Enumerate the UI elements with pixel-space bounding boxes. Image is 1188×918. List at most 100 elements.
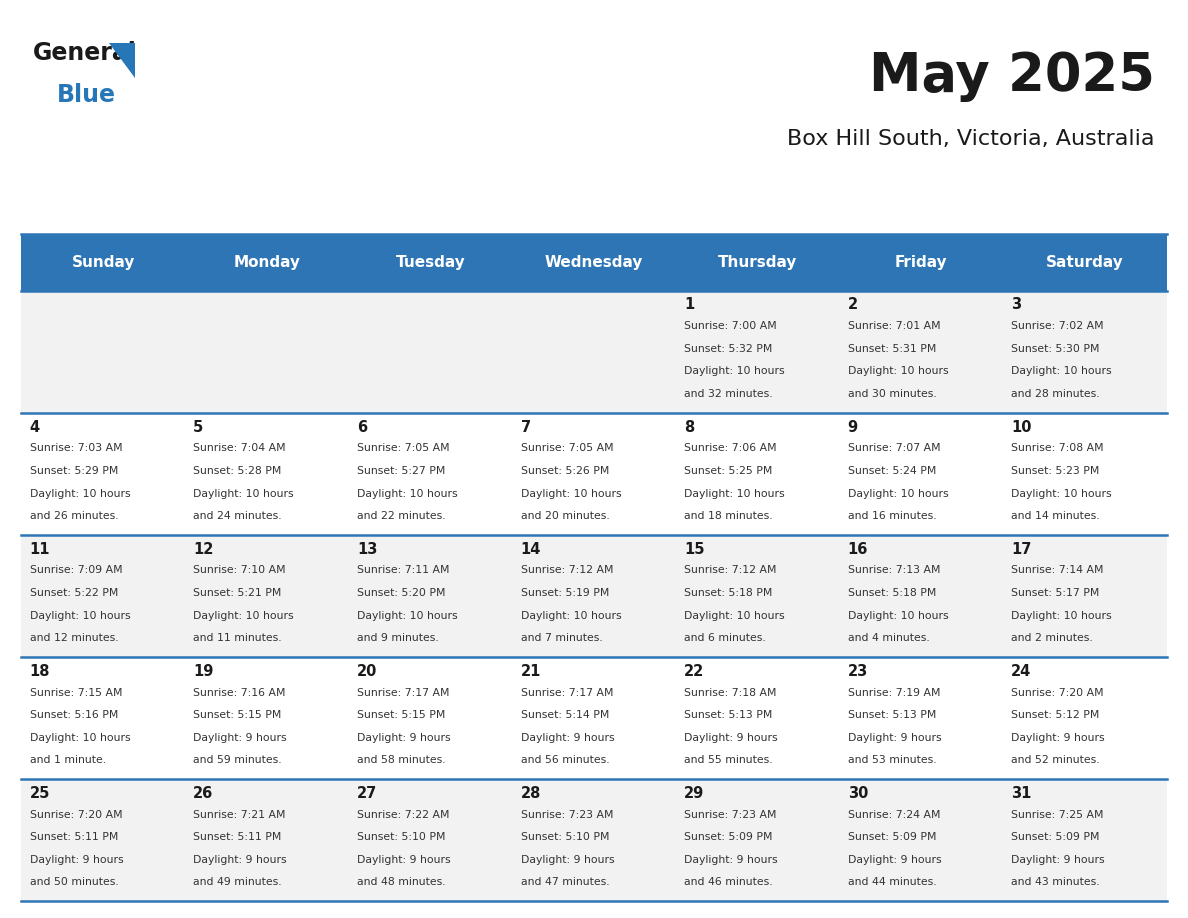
Text: Sunrise: 7:02 AM: Sunrise: 7:02 AM (1011, 321, 1104, 331)
Text: Daylight: 10 hours: Daylight: 10 hours (30, 733, 131, 743)
Text: Daylight: 10 hours: Daylight: 10 hours (684, 610, 785, 621)
Text: 24: 24 (1011, 664, 1031, 678)
Text: and 50 minutes.: and 50 minutes. (30, 878, 119, 888)
Text: Sunset: 5:14 PM: Sunset: 5:14 PM (520, 711, 609, 720)
Text: 10: 10 (1011, 420, 1032, 434)
Text: Sunrise: 7:19 AM: Sunrise: 7:19 AM (848, 688, 940, 698)
Text: and 58 minutes.: and 58 minutes. (356, 756, 446, 766)
Text: Sunrise: 7:20 AM: Sunrise: 7:20 AM (30, 810, 122, 820)
Text: Daylight: 10 hours: Daylight: 10 hours (356, 488, 457, 498)
Text: Sunset: 5:30 PM: Sunset: 5:30 PM (1011, 344, 1100, 353)
Text: Sunrise: 7:05 AM: Sunrise: 7:05 AM (520, 443, 613, 453)
Text: 3: 3 (1011, 297, 1022, 312)
Text: May 2025: May 2025 (868, 50, 1155, 103)
Bar (21, 291, 1167, 413)
Text: Sunset: 5:13 PM: Sunset: 5:13 PM (848, 711, 936, 720)
Text: and 30 minutes.: and 30 minutes. (848, 389, 936, 399)
Text: 12: 12 (194, 542, 214, 556)
Text: Tuesday: Tuesday (396, 255, 466, 270)
Text: Daylight: 9 hours: Daylight: 9 hours (30, 855, 124, 865)
Text: Daylight: 10 hours: Daylight: 10 hours (684, 488, 785, 498)
Text: Sunrise: 7:18 AM: Sunrise: 7:18 AM (684, 688, 777, 698)
Text: Daylight: 9 hours: Daylight: 9 hours (848, 855, 941, 865)
Text: Sunrise: 7:24 AM: Sunrise: 7:24 AM (848, 810, 940, 820)
Text: Sunrise: 7:06 AM: Sunrise: 7:06 AM (684, 443, 777, 453)
Text: Daylight: 9 hours: Daylight: 9 hours (1011, 855, 1105, 865)
Text: Sunrise: 7:12 AM: Sunrise: 7:12 AM (684, 565, 777, 576)
Text: Sunrise: 7:17 AM: Sunrise: 7:17 AM (356, 688, 449, 698)
Text: and 44 minutes.: and 44 minutes. (848, 878, 936, 888)
Text: Daylight: 10 hours: Daylight: 10 hours (1011, 610, 1112, 621)
Text: Sunrise: 7:07 AM: Sunrise: 7:07 AM (848, 443, 941, 453)
Text: and 18 minutes.: and 18 minutes. (684, 511, 772, 521)
Bar (21, 413, 1167, 535)
Text: 18: 18 (30, 664, 50, 678)
Text: Sunrise: 7:22 AM: Sunrise: 7:22 AM (356, 810, 449, 820)
Text: Sunrise: 7:14 AM: Sunrise: 7:14 AM (1011, 565, 1104, 576)
Text: Sunrise: 7:00 AM: Sunrise: 7:00 AM (684, 321, 777, 331)
Text: Sunset: 5:31 PM: Sunset: 5:31 PM (848, 344, 936, 353)
Text: 23: 23 (848, 664, 868, 678)
Text: 22: 22 (684, 664, 704, 678)
Text: Sunset: 5:09 PM: Sunset: 5:09 PM (684, 833, 772, 842)
Text: Sunset: 5:29 PM: Sunset: 5:29 PM (30, 466, 118, 476)
Text: Daylight: 9 hours: Daylight: 9 hours (356, 855, 450, 865)
Text: Sunrise: 7:08 AM: Sunrise: 7:08 AM (1011, 443, 1104, 453)
Text: 20: 20 (356, 664, 378, 678)
Text: and 32 minutes.: and 32 minutes. (684, 389, 772, 399)
Text: Daylight: 10 hours: Daylight: 10 hours (1011, 488, 1112, 498)
Text: Sunset: 5:10 PM: Sunset: 5:10 PM (356, 833, 446, 842)
Text: 28: 28 (520, 786, 541, 800)
Text: Sunday: Sunday (71, 255, 135, 270)
Text: and 46 minutes.: and 46 minutes. (684, 878, 772, 888)
Text: Sunset: 5:10 PM: Sunset: 5:10 PM (520, 833, 609, 842)
Text: Daylight: 9 hours: Daylight: 9 hours (684, 733, 778, 743)
Text: and 2 minutes.: and 2 minutes. (1011, 633, 1093, 644)
Text: and 56 minutes.: and 56 minutes. (520, 756, 609, 766)
Text: Sunset: 5:23 PM: Sunset: 5:23 PM (1011, 466, 1100, 476)
Text: Daylight: 10 hours: Daylight: 10 hours (848, 366, 948, 376)
Text: Daylight: 10 hours: Daylight: 10 hours (848, 610, 948, 621)
Text: Daylight: 9 hours: Daylight: 9 hours (684, 855, 778, 865)
Text: Sunset: 5:26 PM: Sunset: 5:26 PM (520, 466, 609, 476)
Text: Sunrise: 7:23 AM: Sunrise: 7:23 AM (684, 810, 777, 820)
Text: Sunset: 5:25 PM: Sunset: 5:25 PM (684, 466, 772, 476)
Text: and 20 minutes.: and 20 minutes. (520, 511, 609, 521)
Text: and 24 minutes.: and 24 minutes. (194, 511, 282, 521)
Text: Sunset: 5:15 PM: Sunset: 5:15 PM (356, 711, 446, 720)
Text: 2: 2 (848, 297, 858, 312)
Text: Sunrise: 7:13 AM: Sunrise: 7:13 AM (848, 565, 940, 576)
Text: Sunrise: 7:21 AM: Sunrise: 7:21 AM (194, 810, 286, 820)
Text: and 26 minutes.: and 26 minutes. (30, 511, 119, 521)
Text: and 28 minutes.: and 28 minutes. (1011, 389, 1100, 399)
Text: 27: 27 (356, 786, 377, 800)
Text: Sunset: 5:12 PM: Sunset: 5:12 PM (1011, 711, 1100, 720)
Text: and 22 minutes.: and 22 minutes. (356, 511, 446, 521)
Text: Sunset: 5:09 PM: Sunset: 5:09 PM (1011, 833, 1100, 842)
Bar (21, 657, 1167, 779)
Text: Sunrise: 7:05 AM: Sunrise: 7:05 AM (356, 443, 449, 453)
Text: Daylight: 10 hours: Daylight: 10 hours (848, 488, 948, 498)
Text: Sunset: 5:32 PM: Sunset: 5:32 PM (684, 344, 772, 353)
Text: Daylight: 10 hours: Daylight: 10 hours (194, 488, 293, 498)
Text: and 14 minutes.: and 14 minutes. (1011, 511, 1100, 521)
Text: Sunset: 5:11 PM: Sunset: 5:11 PM (30, 833, 118, 842)
Text: 21: 21 (520, 664, 541, 678)
Text: and 16 minutes.: and 16 minutes. (848, 511, 936, 521)
Text: General: General (33, 41, 137, 65)
Text: 5: 5 (194, 420, 203, 434)
Text: 7: 7 (520, 420, 531, 434)
Text: 29: 29 (684, 786, 704, 800)
Text: Sunrise: 7:17 AM: Sunrise: 7:17 AM (520, 688, 613, 698)
Text: Sunrise: 7:09 AM: Sunrise: 7:09 AM (30, 565, 122, 576)
Text: Sunrise: 7:23 AM: Sunrise: 7:23 AM (520, 810, 613, 820)
Text: Sunset: 5:27 PM: Sunset: 5:27 PM (356, 466, 446, 476)
Text: 19: 19 (194, 664, 214, 678)
Text: Daylight: 10 hours: Daylight: 10 hours (684, 366, 785, 376)
Text: and 48 minutes.: and 48 minutes. (356, 878, 446, 888)
Text: Daylight: 10 hours: Daylight: 10 hours (30, 610, 131, 621)
Text: Sunrise: 7:03 AM: Sunrise: 7:03 AM (30, 443, 122, 453)
Bar (21, 535, 1167, 657)
Text: Sunrise: 7:12 AM: Sunrise: 7:12 AM (520, 565, 613, 576)
Text: 8: 8 (684, 420, 694, 434)
